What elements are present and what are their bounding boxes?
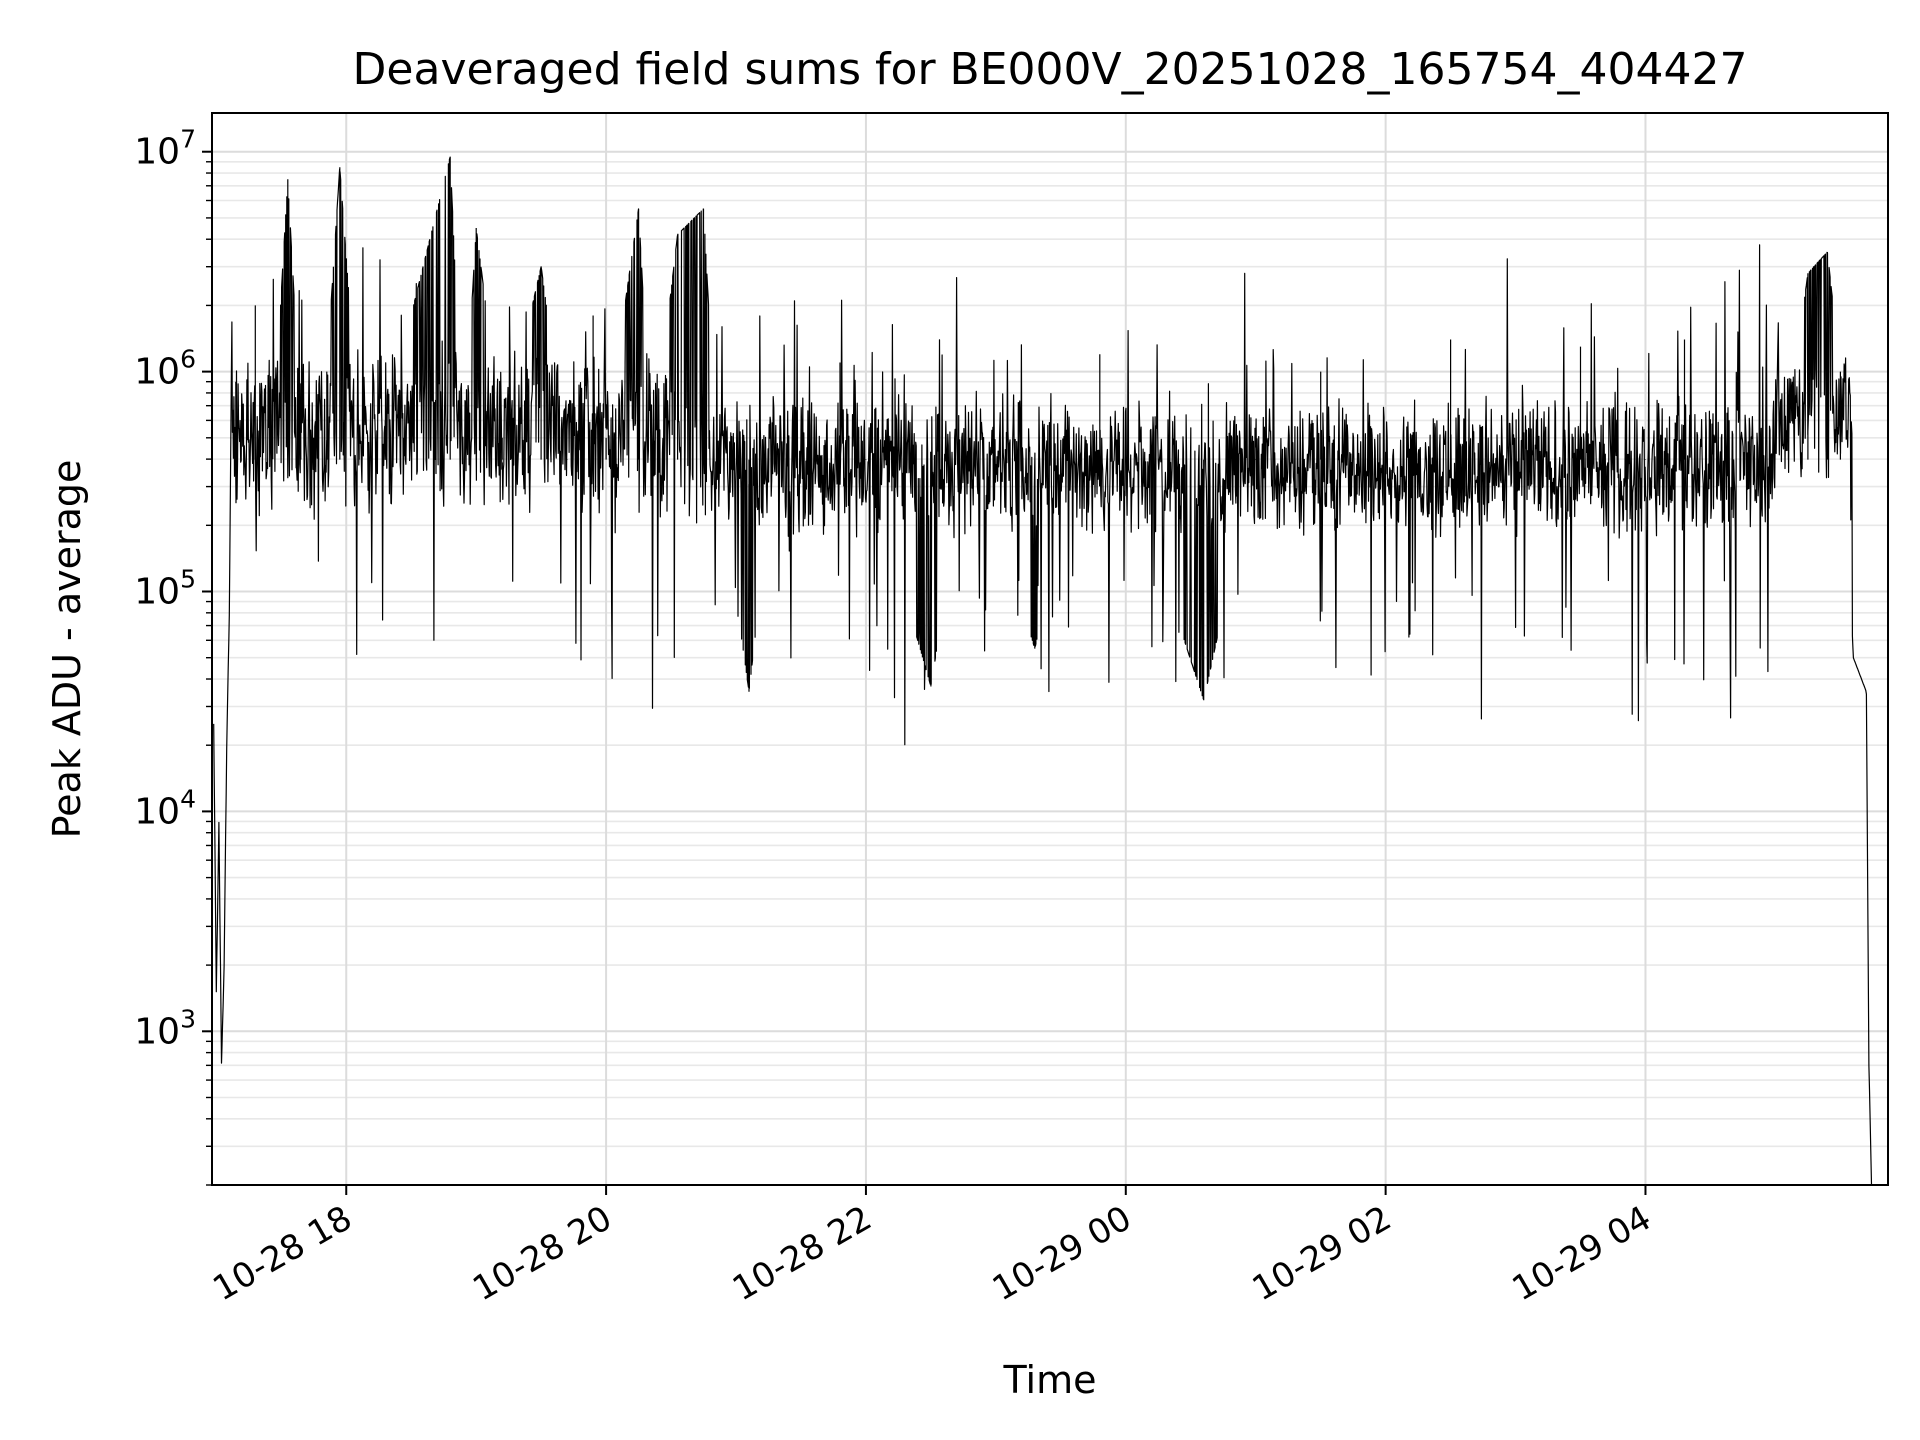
chart-title: Deaveraged field sums for BE000V_2025102… xyxy=(353,44,1748,95)
y-tick-label: 103 xyxy=(134,1004,196,1052)
plot-frame xyxy=(211,112,1889,1186)
y-tick-label: 106 xyxy=(134,345,196,393)
x-axis-label: Time xyxy=(1003,1358,1097,1402)
y-tick-label: 107 xyxy=(134,125,196,173)
y-tick-label: 105 xyxy=(134,565,196,613)
data-layer xyxy=(213,156,1873,1186)
grid xyxy=(212,113,1888,1186)
y-tick-label: 104 xyxy=(134,784,196,832)
y-axis-label: Peak ADU - average xyxy=(45,460,89,839)
series-line xyxy=(213,156,1873,1186)
